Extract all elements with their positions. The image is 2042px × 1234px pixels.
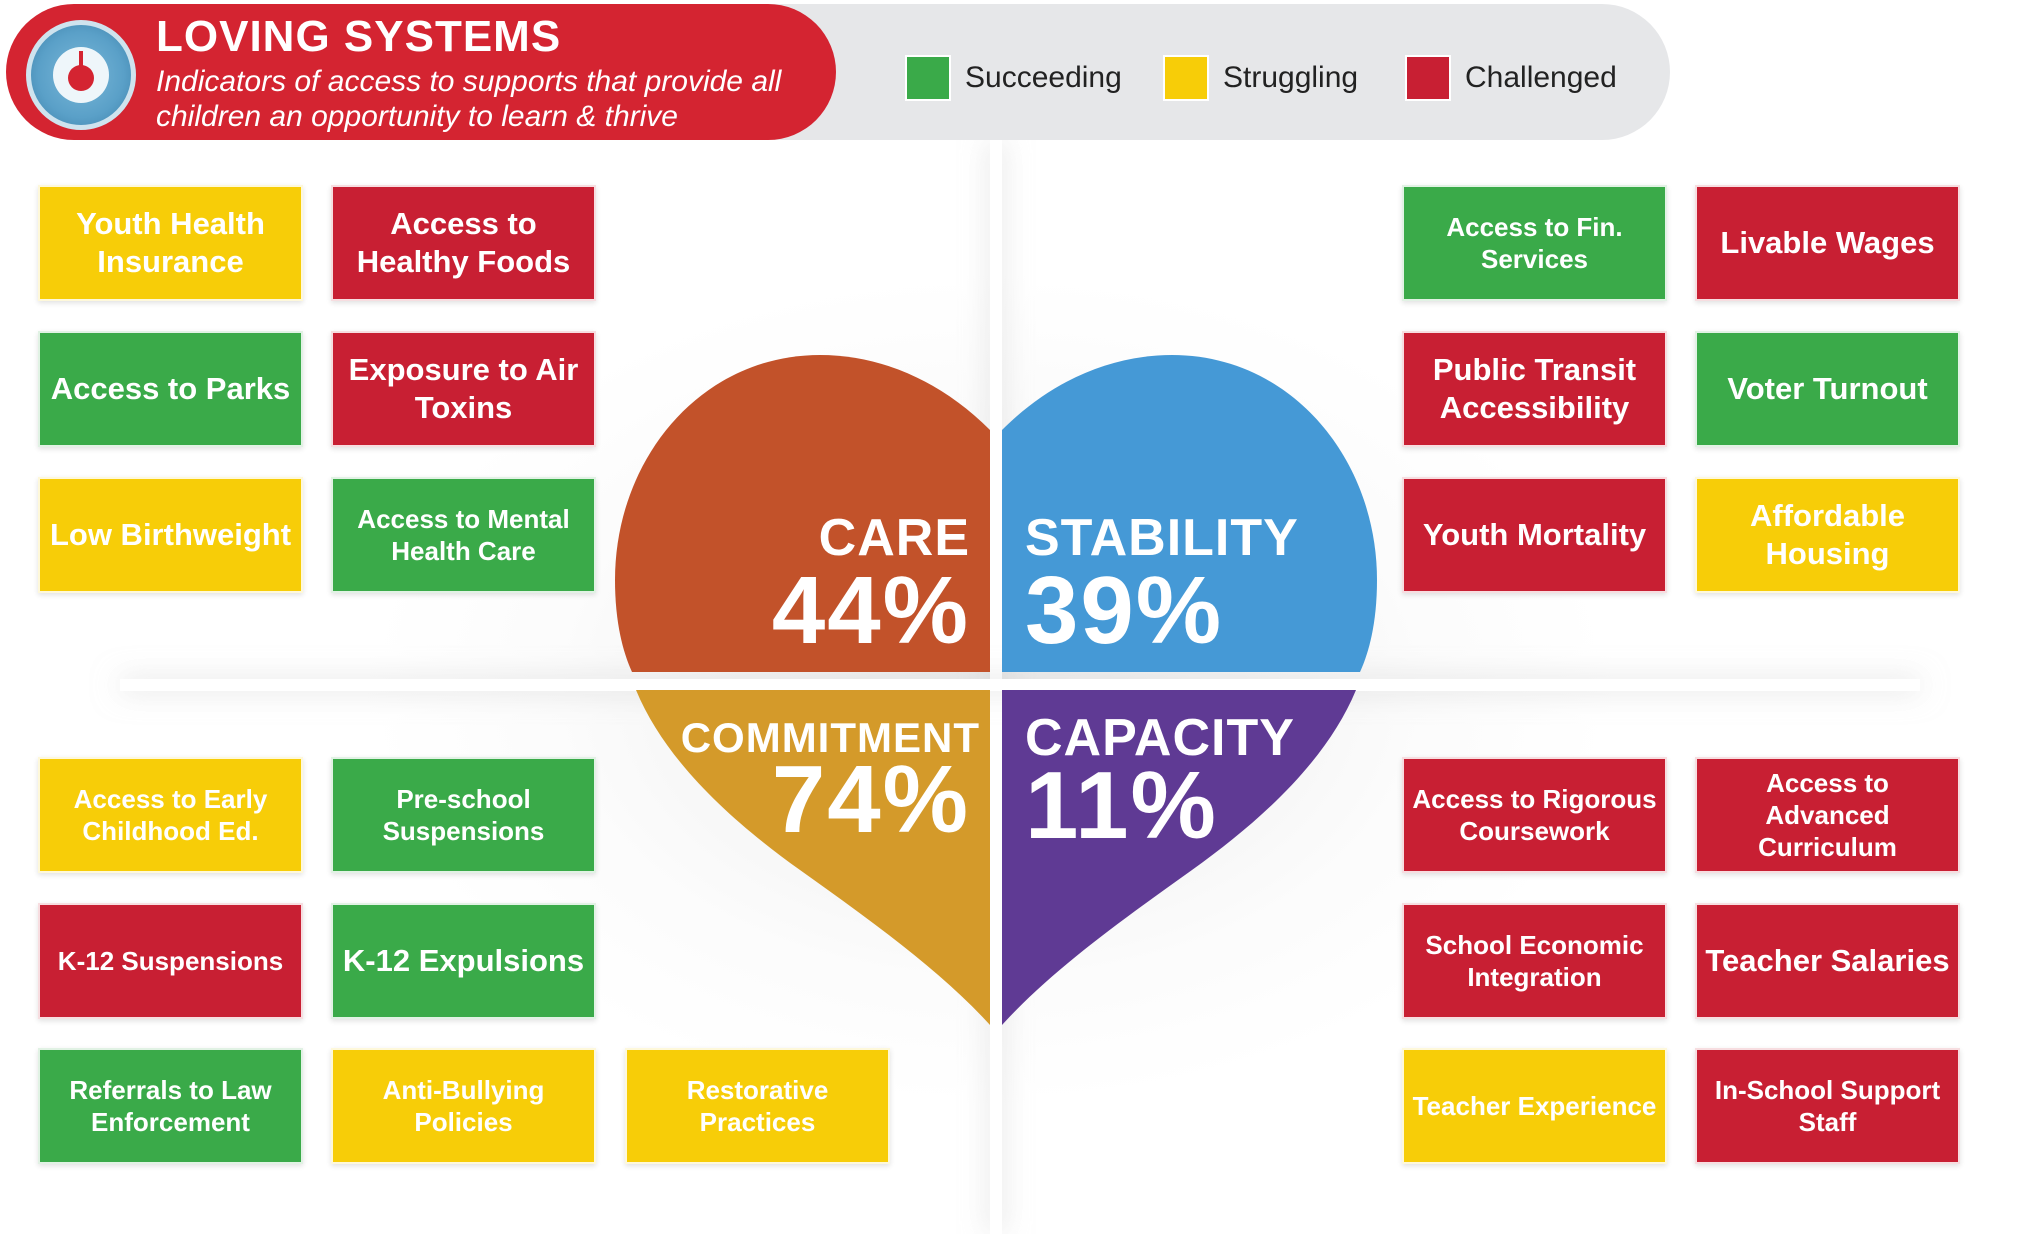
legend-label-challenged: Challenged <box>1465 61 1617 94</box>
indicator-box: Livable Wages <box>1695 185 1960 301</box>
indicator-label: Access to Healthy Foods <box>356 206 571 279</box>
stability-percent: 39% <box>1025 557 1224 664</box>
indicator-label: Teacher Experience <box>1412 1091 1657 1121</box>
indicator-box: Access to Mental Health Care <box>331 477 596 593</box>
indicator-box: Anti-Bullying Policies <box>331 1048 596 1164</box>
legend-item-challenged: Challenged <box>1405 54 1617 102</box>
gauge-center-dot <box>68 65 94 91</box>
indicator-box: Pre-school Suspensions <box>331 757 596 873</box>
indicator-label: Affordable Housing <box>1750 498 1905 571</box>
indicator-box: In-School Support Staff <box>1695 1048 1960 1164</box>
care-lobe <box>615 355 990 672</box>
page-title: LOVING SYSTEMS <box>156 12 562 61</box>
title-banner: LOVING SYSTEMS Indicators of access to s… <box>6 4 836 140</box>
indicator-label: Access to Mental Health Care <box>357 504 570 566</box>
capacity-title: CAPACITY <box>1025 709 1295 767</box>
indicator-box: Youth Health Insurance <box>38 185 303 301</box>
indicator-label: Voter Turnout <box>1727 371 1928 406</box>
indicator-box: Public Transit Accessibility <box>1402 331 1667 447</box>
capacity-lobe <box>1002 690 1356 1025</box>
indicator-label: School Economic Integration <box>1425 930 1644 992</box>
indicator-label: Restorative Practices <box>686 1075 829 1137</box>
commitment-lobe <box>636 690 990 1025</box>
indicator-label: Public Transit Accessibility <box>1432 352 1637 425</box>
indicator-box: Voter Turnout <box>1695 331 1960 447</box>
indicator-label: Access to Fin. Services <box>1446 212 1623 274</box>
indicator-box: Youth Mortality <box>1402 477 1667 593</box>
stability-title: STABILITY <box>1025 509 1299 567</box>
indicator-box: Access to Rigorous Coursework <box>1402 757 1667 873</box>
indicator-box: Access to Advanced Curriculum <box>1695 757 1960 873</box>
indicator-box: Low Birthweight <box>38 477 303 593</box>
indicator-box: Referrals to Law Enforcement <box>38 1048 303 1164</box>
care-percent: 44% <box>771 557 970 664</box>
indicator-box: Teacher Salaries <box>1695 903 1960 1019</box>
indicator-label: Referrals to Law Enforcement <box>69 1075 272 1137</box>
stability-lobe <box>1002 355 1377 672</box>
indicator-box: Access to Parks <box>38 331 303 447</box>
page-subtitle: Indicators of access to supports that pr… <box>156 65 782 133</box>
legend-item-struggling: Struggling <box>1163 54 1358 102</box>
indicator-box: Affordable Housing <box>1695 477 1960 593</box>
indicator-box: Access to Fin. Services <box>1402 185 1667 301</box>
legend-bar: Succeeding Struggling Challenged <box>760 4 1670 140</box>
indicator-label: Livable Wages <box>1720 225 1935 260</box>
legend-swatch-struggling <box>1163 55 1209 101</box>
scale-gauge-icon <box>26 20 136 130</box>
legend-item-succeeding: Succeeding <box>905 54 1122 102</box>
indicator-box: School Economic Integration <box>1402 903 1667 1019</box>
indicator-label: In-School Support Staff <box>1714 1075 1941 1137</box>
indicator-label: Access to Early Childhood Ed. <box>73 784 268 846</box>
indicator-box: Restorative Practices <box>625 1048 890 1164</box>
indicator-box: K-12 Expulsions <box>331 903 596 1019</box>
indicator-label: K-12 Suspensions <box>57 946 284 976</box>
indicator-label: Exposure to Air Toxins <box>348 352 579 425</box>
gauge-needle <box>79 51 83 75</box>
legend-label-succeeding: Succeeding <box>965 61 1122 94</box>
indicator-label: Low Birthweight <box>49 517 292 552</box>
indicator-label: Access to Parks <box>50 371 291 406</box>
indicator-label: K-12 Expulsions <box>342 943 585 978</box>
commitment-title: COMMITMENT <box>680 714 980 761</box>
indicator-label: Youth Mortality <box>1422 517 1647 552</box>
horizontal-divider <box>120 679 1920 691</box>
commitment-percent: 74% <box>771 746 970 853</box>
indicator-label: Access to Advanced Curriculum <box>1758 768 1897 862</box>
indicator-label: Pre-school Suspensions <box>382 784 545 846</box>
indicator-label: Teacher Salaries <box>1705 943 1950 978</box>
indicator-label: Youth Health Insurance <box>76 206 265 279</box>
indicator-box: Access to Early Childhood Ed. <box>38 757 303 873</box>
indicator-box: Teacher Experience <box>1402 1048 1667 1164</box>
indicator-box: Access to Healthy Foods <box>331 185 596 301</box>
care-title: CARE <box>818 509 970 567</box>
legend-swatch-succeeding <box>905 55 951 101</box>
capacity-percent: 11% <box>1025 752 1218 859</box>
legend-swatch-challenged <box>1405 55 1451 101</box>
indicator-label: Anti-Bullying Policies <box>382 1075 545 1137</box>
legend-label-struggling: Struggling <box>1223 61 1359 94</box>
indicator-box: Exposure to Air Toxins <box>331 331 596 447</box>
indicator-box: K-12 Suspensions <box>38 903 303 1019</box>
indicator-label: Access to Rigorous Coursework <box>1412 784 1657 846</box>
